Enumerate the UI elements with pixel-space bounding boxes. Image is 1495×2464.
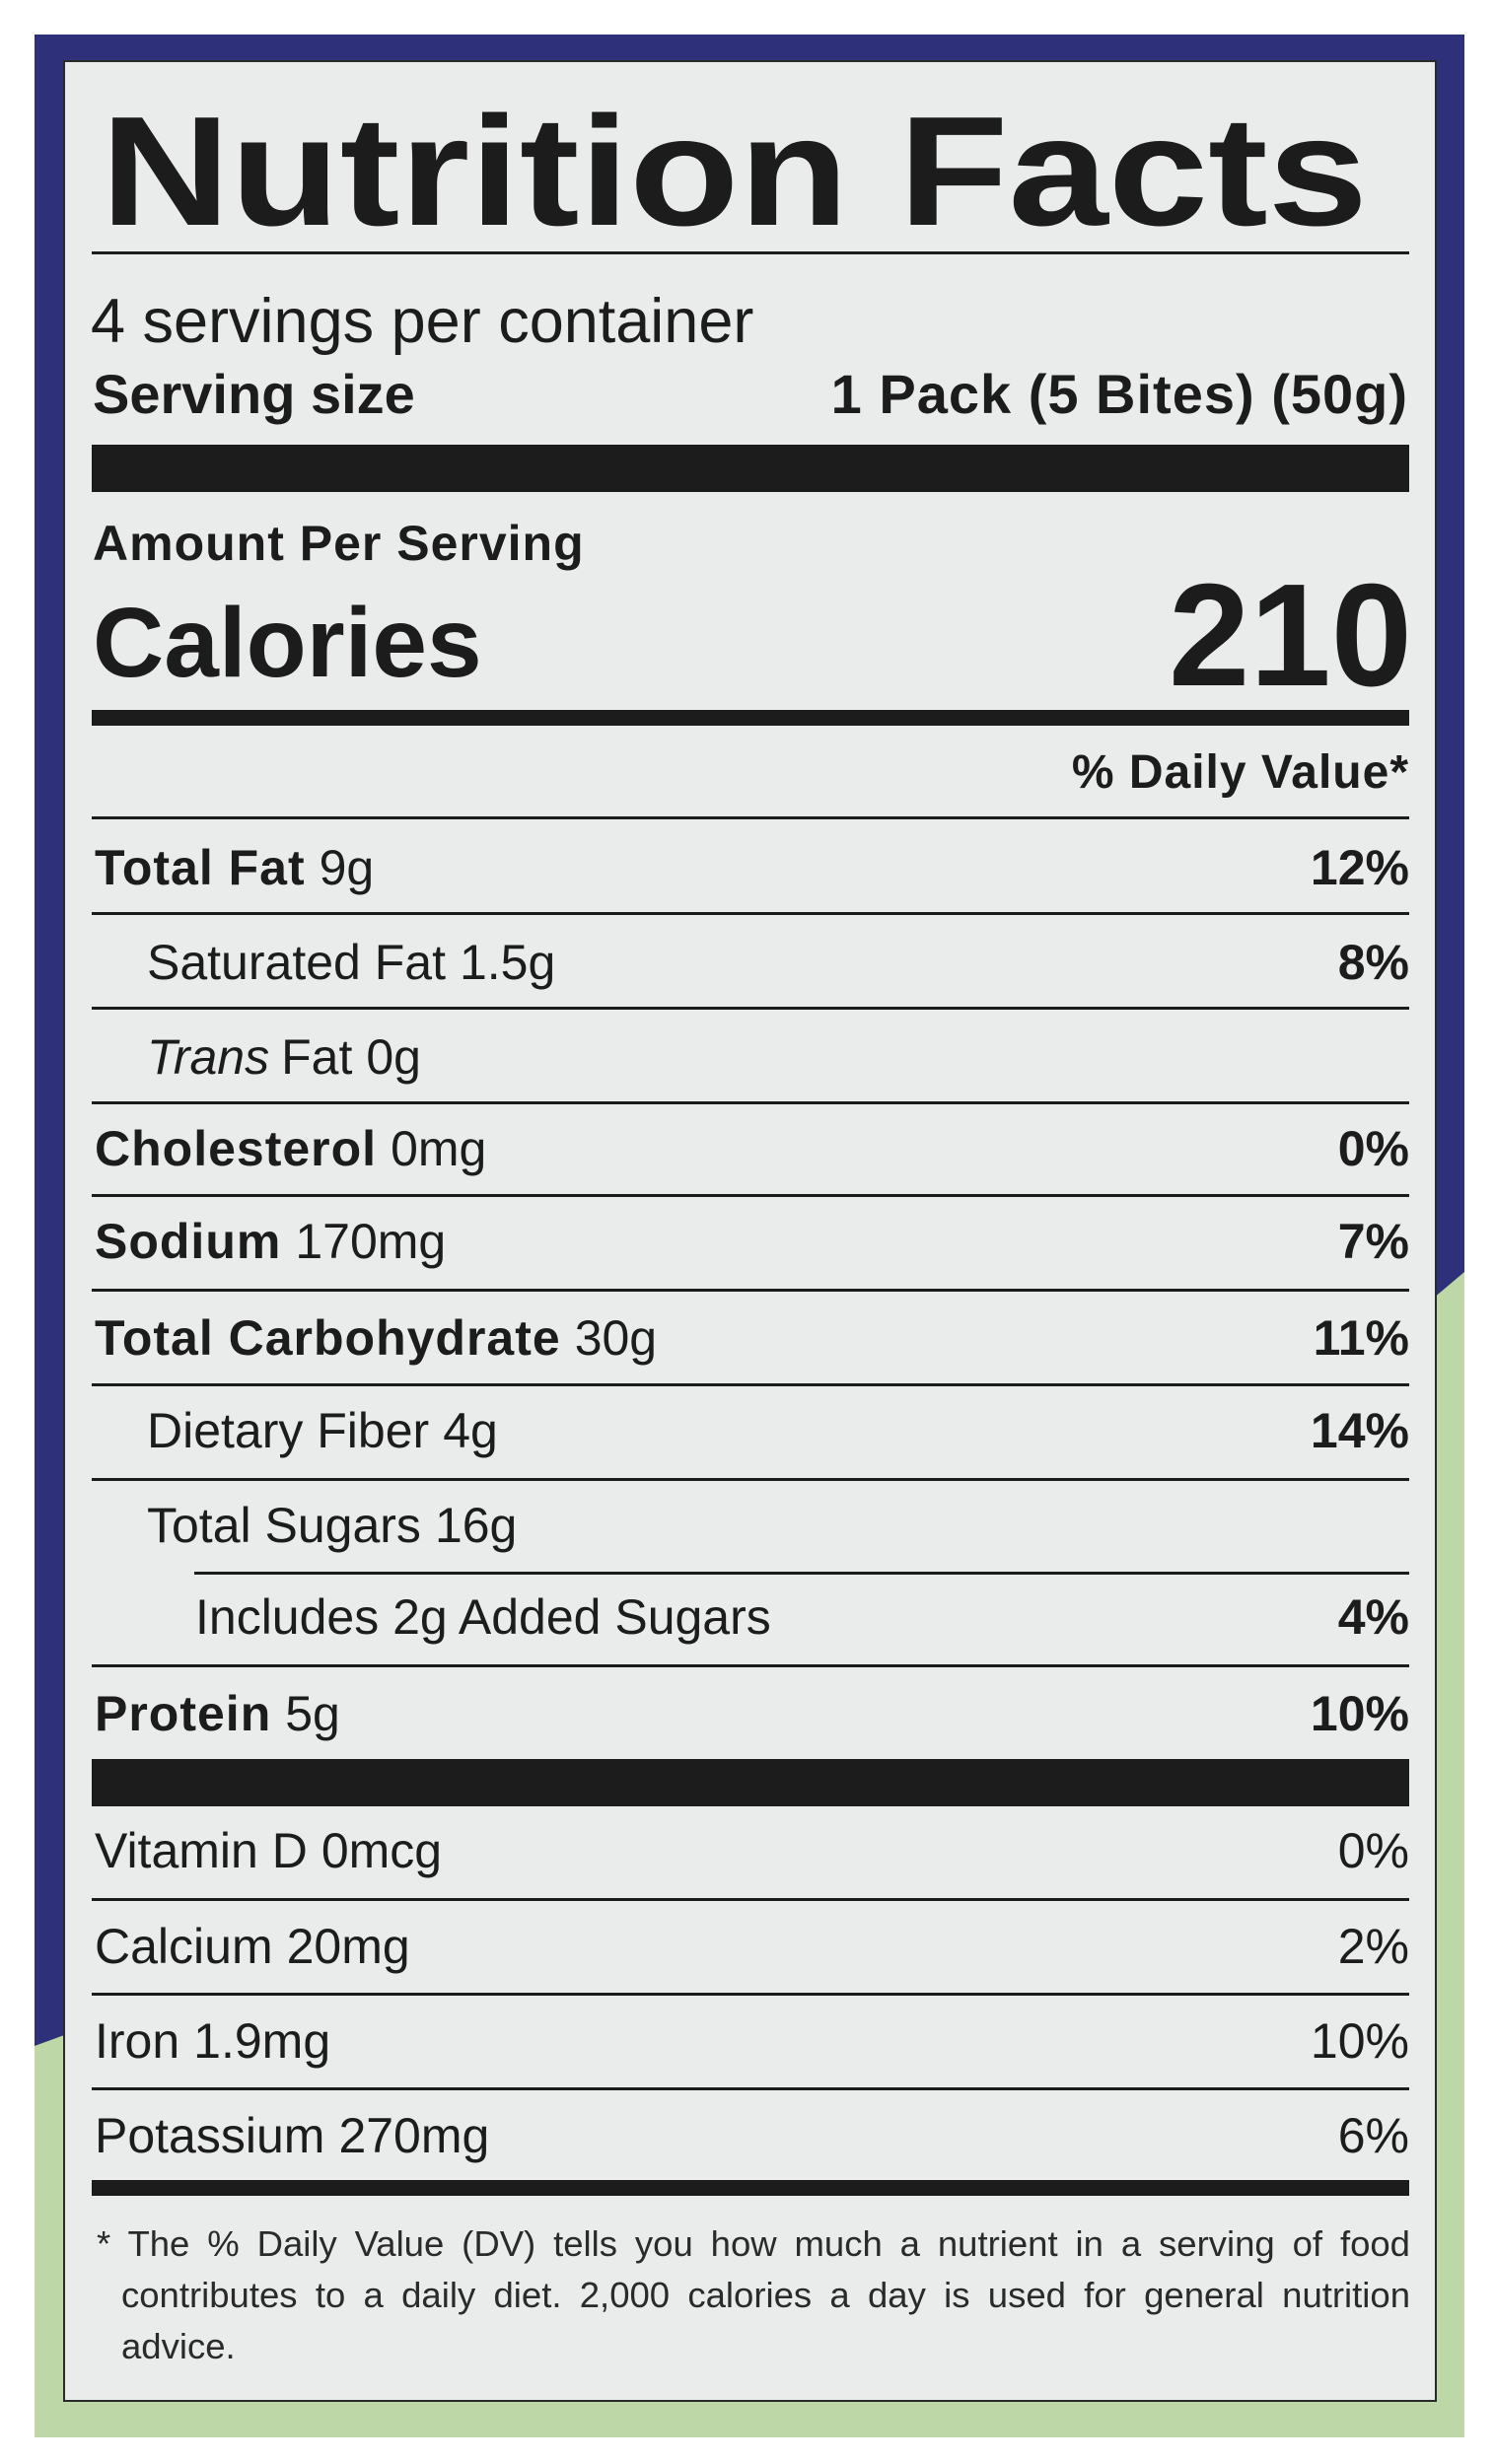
rule bbox=[194, 1572, 1409, 1575]
rule bbox=[92, 1478, 1409, 1481]
calories-value: 210 bbox=[1169, 554, 1412, 717]
serving-size: 1 Pack (5 Bites) (50g) bbox=[830, 363, 1408, 425]
nutrient-row: Dietary Fiber 4g 14% bbox=[147, 1383, 1409, 1478]
daily-value: 7% bbox=[1337, 1214, 1409, 1269]
nutrient-name: Vitamin D bbox=[95, 1823, 308, 1878]
nutrient-amount: 1.5g bbox=[459, 935, 556, 990]
calories-label: Calories bbox=[93, 588, 482, 698]
daily-value: 0% bbox=[1337, 1121, 1409, 1176]
servings: 4 servings per container bbox=[91, 287, 754, 356]
nutrient-name: Sodium bbox=[95, 1214, 282, 1269]
rule bbox=[92, 1007, 1409, 1010]
nutrient-amount: 0g bbox=[366, 1029, 421, 1085]
medium-rule bbox=[92, 710, 1409, 726]
nutrient-amount: 9g bbox=[319, 840, 375, 895]
nutrient-name: Fat bbox=[281, 1029, 353, 1085]
nutrient-name: Total Carbohydrate bbox=[95, 1310, 561, 1366]
daily-value: 12% bbox=[1310, 840, 1409, 895]
rule bbox=[92, 1101, 1409, 1104]
dv-heading: % Daily Value* bbox=[1071, 746, 1409, 799]
rule bbox=[92, 1898, 1409, 1901]
nutrient-row: Total Carbohydrate 30g 11% bbox=[95, 1291, 1409, 1385]
nutrient-row: Saturated Fat 1.5g 8% bbox=[147, 915, 1409, 1010]
nutrient-name: Potassium bbox=[95, 2108, 325, 2163]
nutrient-name: Saturated Fat bbox=[147, 935, 446, 990]
nutrient-row: Iron 1.9mg 10% bbox=[95, 1994, 1409, 2088]
footnote: * The % Daily Value (DV) tells you how m… bbox=[97, 2223, 1410, 2366]
nutrient-amount: 5g bbox=[285, 1686, 340, 1741]
rule bbox=[92, 251, 1409, 254]
nutrient-row: Calcium 20mg 2% bbox=[95, 1899, 1409, 1994]
daily-value: 8% bbox=[1337, 935, 1409, 990]
nutrient-row: Cholesterol 0mg 0% bbox=[95, 1101, 1409, 1196]
rule bbox=[92, 2087, 1409, 2090]
nutrient-amount: 270mg bbox=[338, 2108, 490, 2163]
thick-rule bbox=[92, 1759, 1409, 1806]
rule bbox=[92, 1383, 1409, 1386]
nutrient-row: Protein 5g 10% bbox=[95, 1666, 1409, 1761]
nutrient-row: Includes 2g Added Sugars 4% bbox=[195, 1570, 1409, 1664]
nutrient-name-italic: Trans bbox=[147, 1029, 270, 1085]
nutrient-amount: 16g bbox=[434, 1498, 518, 1553]
daily-value: 10% bbox=[1310, 2013, 1409, 2069]
rule bbox=[92, 912, 1409, 915]
nutrient-name: Protein bbox=[95, 1686, 272, 1741]
nutrient-row: Potassium 270mg 6% bbox=[95, 2088, 1409, 2183]
nutrient-row: Trans Fat 0g bbox=[147, 1010, 1409, 1104]
medium-rule bbox=[92, 2180, 1409, 2196]
title-box: Nutrition Facts bbox=[101, 99, 1368, 246]
nutrient-amount: 30g bbox=[574, 1310, 658, 1366]
nutrient-name: Calcium bbox=[95, 1919, 273, 1974]
nutrient-name: Total Fat bbox=[95, 840, 306, 895]
rule bbox=[92, 1289, 1409, 1292]
nutrient-name: Iron bbox=[95, 2013, 180, 2069]
nutrient-row: Total Fat 9g 12% bbox=[95, 820, 1409, 915]
nutrient-row: Vitamin D 0mcg 0% bbox=[95, 1803, 1409, 1898]
nutrient-name: Cholesterol bbox=[95, 1121, 378, 1176]
nutrient-name: Total Sugars bbox=[147, 1498, 421, 1553]
nutrient-amount: 4g bbox=[443, 1403, 498, 1458]
daily-value: 6% bbox=[1337, 2108, 1409, 2163]
rule bbox=[92, 1993, 1409, 1996]
nutrient-row: Sodium 170mg 7% bbox=[95, 1194, 1409, 1289]
rule bbox=[92, 1664, 1409, 1667]
nutrient-row: Total Sugars 16g bbox=[147, 1478, 1409, 1573]
nutrient-amount: 170mg bbox=[295, 1214, 447, 1269]
rule bbox=[92, 1194, 1409, 1197]
daily-value: 14% bbox=[1310, 1403, 1409, 1458]
nutrient-amount: 20mg bbox=[286, 1919, 410, 1974]
nutrient-name: Dietary Fiber bbox=[147, 1403, 430, 1458]
thick-rule bbox=[92, 445, 1409, 492]
daily-value: 11% bbox=[1313, 1310, 1409, 1366]
nutrient-amount: 0mg bbox=[391, 1121, 487, 1176]
nutrient-name: Includes 2g Added Sugars bbox=[195, 1589, 771, 1645]
title: Nutrition Facts bbox=[101, 99, 1368, 246]
daily-value: 2% bbox=[1337, 1919, 1409, 1974]
daily-value: 0% bbox=[1337, 1823, 1409, 1878]
nutrient-amount: 0mcg bbox=[320, 1823, 443, 1878]
serving-size-label: Serving size bbox=[93, 363, 415, 425]
rule bbox=[92, 816, 1409, 819]
daily-value: 4% bbox=[1337, 1589, 1409, 1645]
nutrient-amount: 1.9mg bbox=[193, 2013, 331, 2069]
daily-value: 10% bbox=[1310, 1686, 1409, 1741]
amount-heading: Amount Per Serving bbox=[93, 516, 585, 571]
